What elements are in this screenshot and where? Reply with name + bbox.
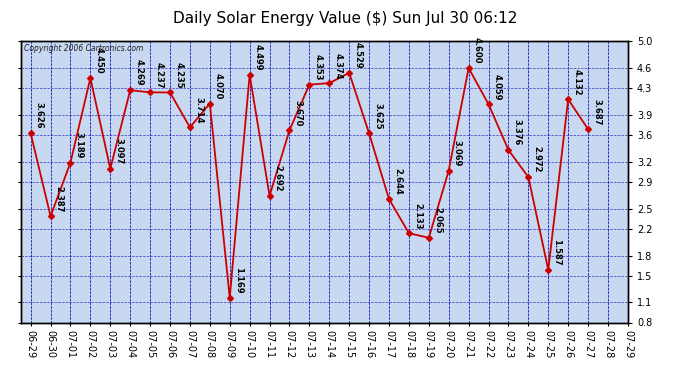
Text: 3.670: 3.670: [294, 100, 303, 126]
Text: 4.059: 4.059: [493, 74, 502, 100]
Text: 2.644: 2.644: [393, 168, 402, 195]
Text: 4.132: 4.132: [572, 69, 582, 95]
Text: 3.714: 3.714: [194, 97, 203, 123]
Text: 1.169: 1.169: [234, 267, 243, 294]
Text: 2.972: 2.972: [533, 146, 542, 173]
Text: 2.065: 2.065: [433, 207, 442, 234]
Text: 3.189: 3.189: [75, 132, 83, 158]
Text: 3.687: 3.687: [592, 99, 601, 125]
Text: 4.235: 4.235: [174, 62, 183, 88]
Text: 1.587: 1.587: [553, 239, 562, 266]
Text: 4.529: 4.529: [353, 42, 362, 69]
Text: 4.269: 4.269: [135, 59, 144, 86]
Text: 2.133: 2.133: [413, 202, 422, 229]
Text: 2.387: 2.387: [55, 186, 63, 212]
Text: 3.625: 3.625: [373, 102, 382, 129]
Text: 4.237: 4.237: [155, 62, 164, 88]
Text: 4.353: 4.353: [313, 54, 322, 80]
Text: Copyright 2006 Cartronics.com: Copyright 2006 Cartronics.com: [23, 44, 143, 53]
Text: 4.499: 4.499: [254, 44, 263, 70]
Text: 3.097: 3.097: [115, 138, 124, 165]
Text: 3.376: 3.376: [513, 120, 522, 146]
Text: 4.450: 4.450: [95, 47, 103, 74]
Text: 4.070: 4.070: [214, 73, 223, 99]
Text: 4.600: 4.600: [473, 38, 482, 64]
Text: 3.626: 3.626: [34, 102, 44, 129]
Text: 2.692: 2.692: [274, 165, 283, 192]
Text: 4.374: 4.374: [333, 53, 342, 79]
Text: Daily Solar Energy Value ($) Sun Jul 30 06:12: Daily Solar Energy Value ($) Sun Jul 30 …: [172, 11, 518, 26]
Text: 3.069: 3.069: [453, 140, 462, 166]
